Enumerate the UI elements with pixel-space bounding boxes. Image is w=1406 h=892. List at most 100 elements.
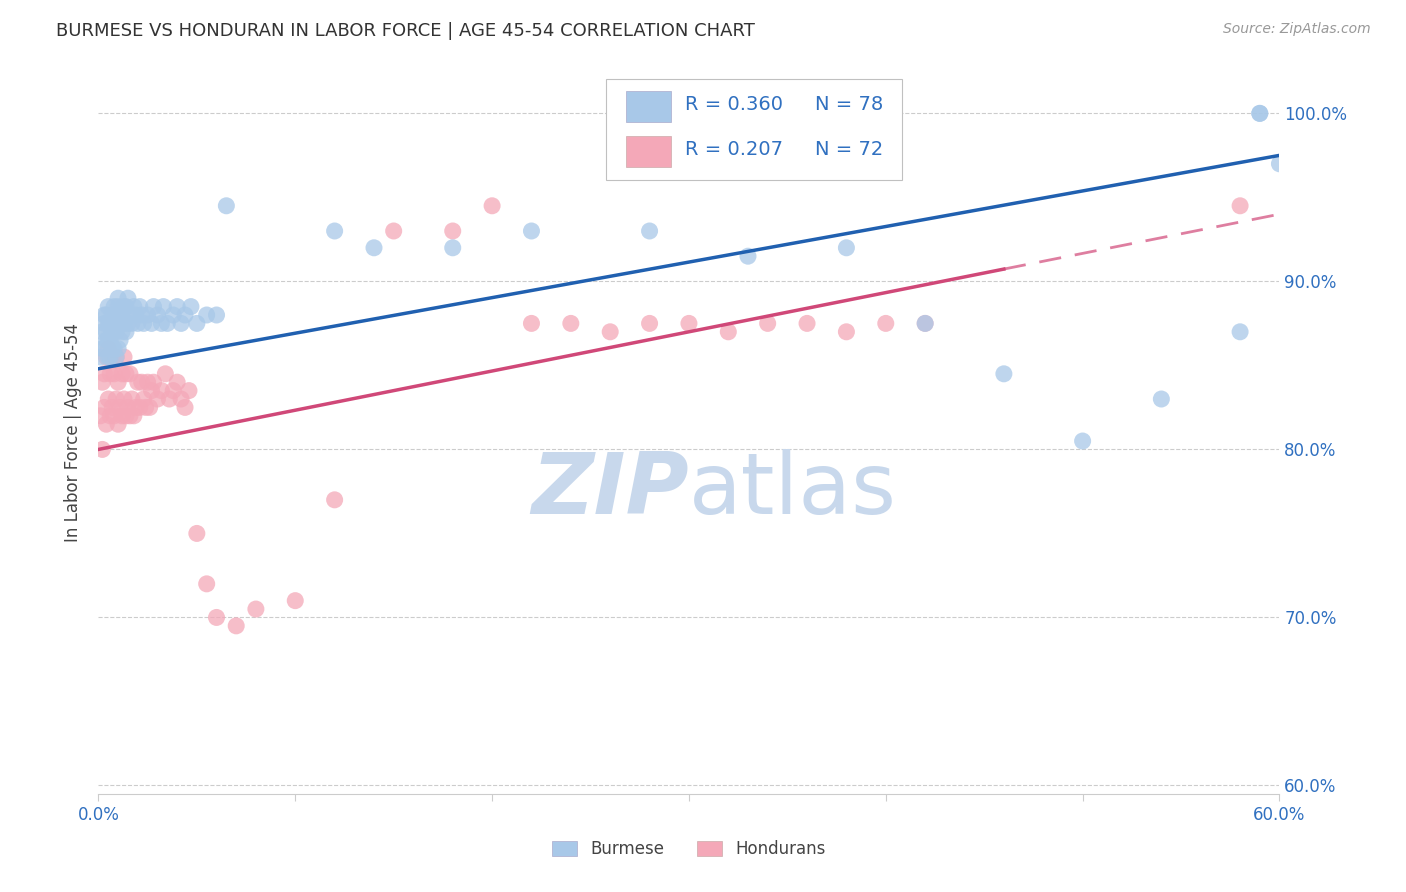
Point xyxy=(284,593,307,607)
Point xyxy=(108,333,131,347)
Point xyxy=(638,224,661,238)
Point xyxy=(105,350,128,364)
Point xyxy=(914,317,936,331)
Point xyxy=(112,392,135,406)
Point xyxy=(103,300,125,314)
Point xyxy=(128,401,150,415)
Point xyxy=(127,317,149,331)
Point xyxy=(118,409,141,423)
Point xyxy=(174,401,197,415)
Point xyxy=(97,317,120,331)
Point xyxy=(835,325,858,339)
Point xyxy=(363,241,385,255)
Point xyxy=(117,401,139,415)
Point xyxy=(135,401,157,415)
Point xyxy=(91,442,114,457)
Point xyxy=(382,224,405,238)
Point xyxy=(170,317,193,331)
Point xyxy=(111,409,134,423)
Point xyxy=(98,350,121,364)
Point xyxy=(205,308,228,322)
Point xyxy=(166,300,188,314)
Point xyxy=(111,308,134,322)
Point xyxy=(103,317,125,331)
Point xyxy=(1268,157,1291,171)
Point xyxy=(101,350,124,364)
Text: Source: ZipAtlas.com: Source: ZipAtlas.com xyxy=(1223,22,1371,37)
Point xyxy=(89,350,111,364)
Point xyxy=(98,317,121,331)
Point xyxy=(520,224,543,238)
Point xyxy=(162,384,184,398)
Point xyxy=(96,325,118,339)
Point xyxy=(993,367,1015,381)
Point xyxy=(150,384,173,398)
Point xyxy=(737,249,759,263)
Point xyxy=(638,317,661,331)
Point xyxy=(195,308,218,322)
Point xyxy=(112,300,135,314)
Point xyxy=(115,300,138,314)
Point xyxy=(115,325,138,339)
Point xyxy=(107,291,129,305)
Point xyxy=(107,317,129,331)
Point xyxy=(91,375,114,389)
Point xyxy=(127,375,149,389)
Point xyxy=(481,199,503,213)
Point xyxy=(180,300,202,314)
Point xyxy=(122,409,145,423)
Point xyxy=(1229,325,1251,339)
Text: N = 78: N = 78 xyxy=(815,95,883,114)
Point xyxy=(136,308,159,322)
Point xyxy=(118,308,141,322)
Point xyxy=(152,300,174,314)
Point xyxy=(117,291,139,305)
Point xyxy=(108,401,131,415)
Point xyxy=(150,317,173,331)
Point xyxy=(105,350,128,364)
Point xyxy=(93,367,115,381)
Point xyxy=(97,342,120,356)
Point xyxy=(107,342,129,356)
FancyBboxPatch shape xyxy=(626,91,671,121)
Point xyxy=(186,317,208,331)
Point xyxy=(101,401,124,415)
Point xyxy=(97,300,120,314)
Point xyxy=(96,350,118,364)
Point xyxy=(97,392,120,406)
Point xyxy=(111,367,134,381)
Point xyxy=(103,342,125,356)
Text: atlas: atlas xyxy=(689,449,897,532)
Point xyxy=(132,317,155,331)
Point xyxy=(245,602,267,616)
Point xyxy=(323,224,346,238)
Point xyxy=(107,417,129,432)
Point xyxy=(225,619,247,633)
Point xyxy=(93,342,115,356)
Point xyxy=(105,308,128,322)
Point xyxy=(560,317,582,331)
Point xyxy=(98,367,121,381)
Point xyxy=(205,610,228,624)
Point xyxy=(108,317,131,331)
Point xyxy=(875,317,897,331)
Legend: Burmese, Hondurans: Burmese, Hondurans xyxy=(546,834,832,865)
Point xyxy=(93,308,115,322)
Point xyxy=(121,392,143,406)
Point xyxy=(914,317,936,331)
Point xyxy=(520,317,543,331)
Point xyxy=(111,325,134,339)
Point xyxy=(112,317,135,331)
Point xyxy=(215,199,238,213)
Point xyxy=(112,350,135,364)
Point xyxy=(166,375,188,389)
Point xyxy=(131,375,153,389)
Point xyxy=(142,375,165,389)
Point xyxy=(157,392,180,406)
Point xyxy=(1150,392,1173,406)
Point xyxy=(101,308,124,322)
Point xyxy=(122,300,145,314)
Point xyxy=(131,308,153,322)
Point xyxy=(323,492,346,507)
Text: BURMESE VS HONDURAN IN LABOR FORCE | AGE 45-54 CORRELATION CHART: BURMESE VS HONDURAN IN LABOR FORCE | AGE… xyxy=(56,22,755,40)
